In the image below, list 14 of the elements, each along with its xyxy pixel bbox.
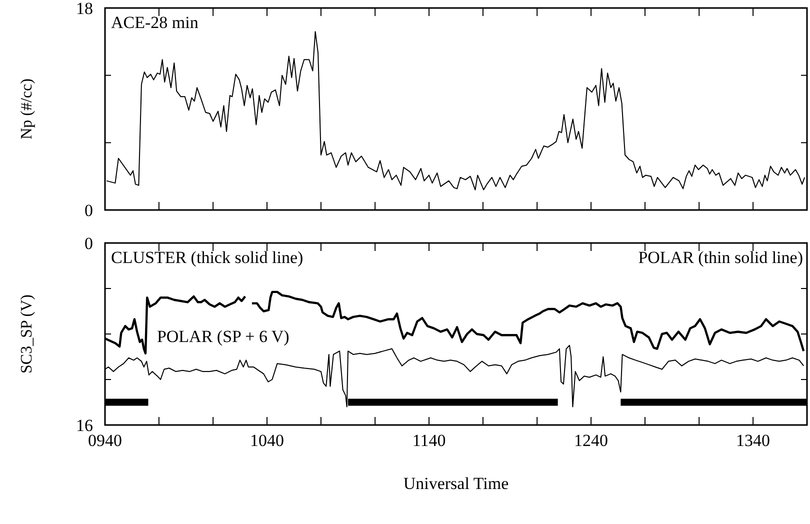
- y-axis-title: Np (#/cc): [18, 78, 36, 140]
- x-tick-label: 1140: [412, 431, 446, 450]
- y-tick-label: 0: [84, 234, 93, 253]
- y-tick-label: 0: [84, 200, 93, 220]
- annotation: ACE-28 min: [111, 13, 199, 32]
- y-axis-title: SC3_SP (V): [18, 294, 36, 374]
- y-tick-label: 18: [76, 0, 93, 18]
- annotation: CLUSTER (thick solid line): [111, 248, 304, 267]
- x-tick-label: 1340: [736, 431, 770, 450]
- x-axis-title: Universal Time: [403, 474, 509, 493]
- x-tick-label: 1040: [250, 431, 284, 450]
- x-tick-label: 1240: [574, 431, 608, 450]
- annotation: POLAR (SP + 6 V): [156, 327, 290, 346]
- annotation: POLAR (thin solid line): [638, 248, 803, 267]
